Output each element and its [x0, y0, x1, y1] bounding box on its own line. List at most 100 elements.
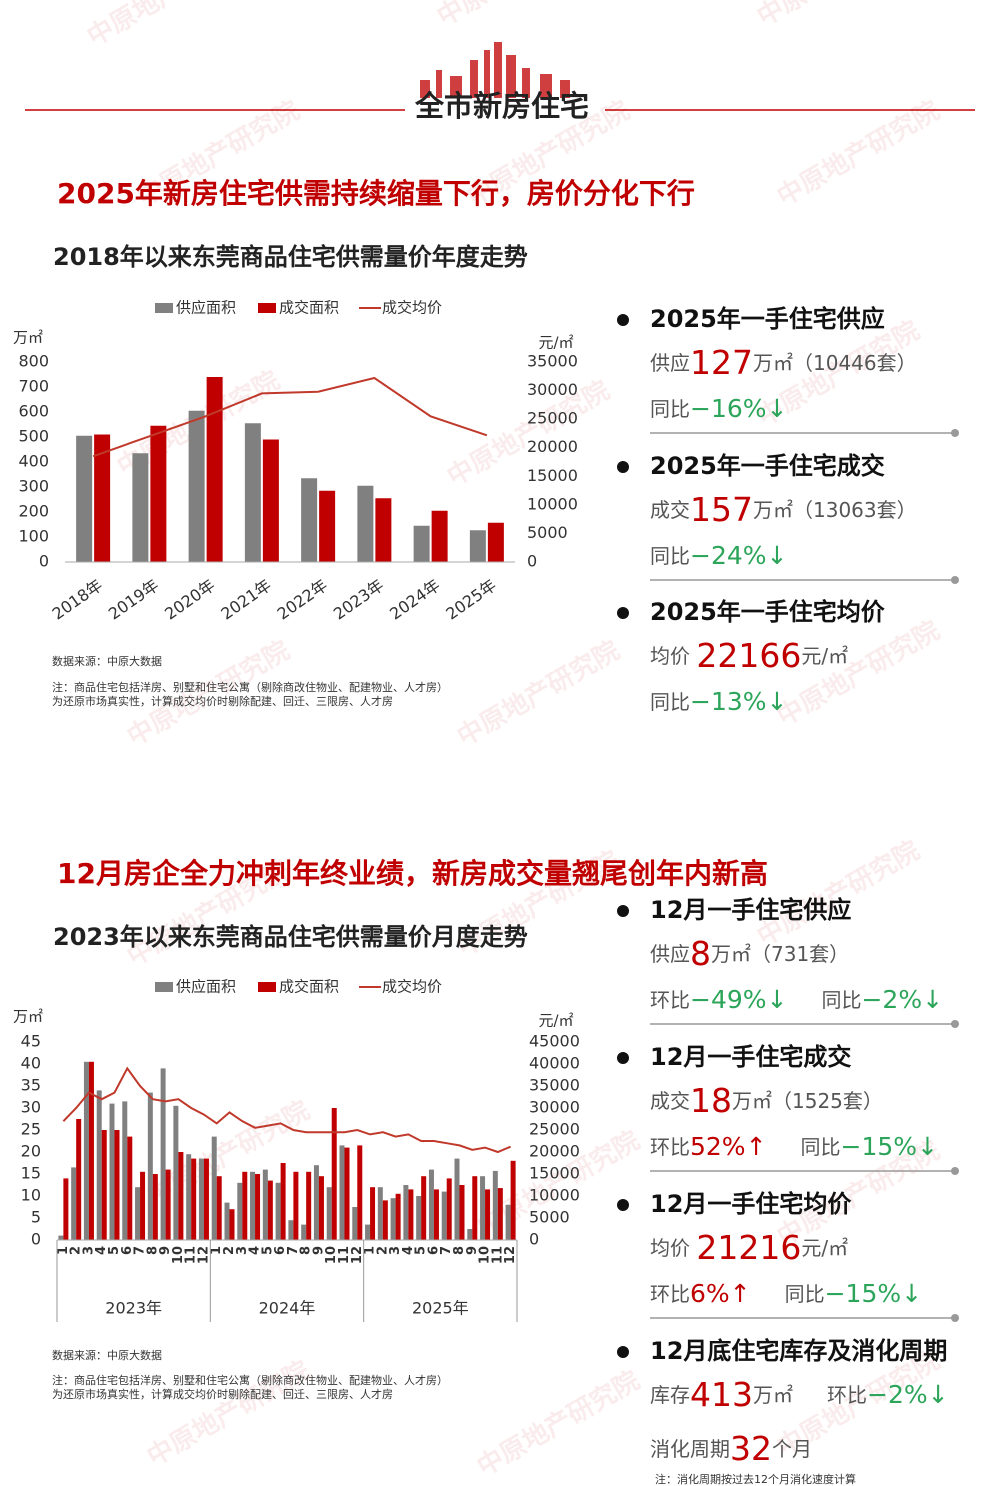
- y-tick-label: 800: [18, 352, 49, 371]
- stat-segment: 18: [690, 1081, 732, 1120]
- stat-title: 12月一手住宅成交: [650, 1043, 851, 1071]
- y2-tick-label: 10000: [527, 494, 578, 513]
- y-tick-label: 25: [21, 1120, 41, 1139]
- stat-line: 环比6%↑ 同比−15%↓: [650, 1279, 922, 1308]
- stat-segment: 同比: [801, 1135, 841, 1159]
- stat-segment: 均价: [650, 644, 696, 668]
- y2-tick-label: 45000: [529, 1032, 580, 1051]
- x-tick-label: 12: [503, 1246, 518, 1264]
- stat-segment: 消化周期: [650, 1437, 730, 1461]
- stat-segment: 同比: [785, 1282, 825, 1306]
- bar: [319, 490, 336, 562]
- y2-tick-label: 5000: [529, 1208, 570, 1227]
- x-tick-label: 7: [439, 1246, 454, 1255]
- stat-segment: 32: [730, 1429, 772, 1468]
- bar: [132, 453, 149, 562]
- bar: [431, 510, 448, 562]
- bar: [244, 423, 261, 562]
- bar: [326, 1187, 332, 1240]
- bar: [441, 1191, 447, 1240]
- stat-segment: 万㎡（731套）: [711, 942, 849, 966]
- bullet: [617, 905, 629, 917]
- x-tick-label: 2: [69, 1246, 84, 1255]
- stat-segment: 环比: [650, 1282, 690, 1306]
- x-tick-label: 1: [363, 1246, 378, 1255]
- x-tick-label: 7: [286, 1246, 301, 1255]
- stat-segment: 21216: [696, 1228, 801, 1267]
- bar: [224, 1202, 230, 1240]
- stat-line: 成交157万㎡（13063套）: [650, 490, 917, 529]
- bar: [433, 1189, 439, 1240]
- stat-title: 2025年一手住宅成交: [650, 452, 885, 480]
- bar: [71, 1167, 77, 1240]
- bar: [472, 1176, 478, 1240]
- y2-tick-label: 0: [527, 552, 537, 571]
- stat-segment: −24%↓: [690, 541, 787, 570]
- bar: [114, 1130, 120, 1240]
- bar: [242, 1171, 248, 1240]
- bar: [262, 439, 279, 562]
- bar: [370, 1187, 376, 1240]
- stat-segment: 6%↑: [690, 1279, 751, 1308]
- stat-segment: 万㎡（10446套）: [753, 351, 917, 375]
- stat-segment: 成交: [650, 1089, 690, 1113]
- group-label: 2025年: [412, 1299, 469, 1318]
- bar: [147, 1092, 153, 1240]
- x-tick-label: 10: [478, 1246, 493, 1264]
- stat-title: 2025年一手住宅均价: [650, 598, 886, 626]
- chart-note: 注：商品住宅包括洋房、别墅和住宅公寓（剔除商改住物业、配建物业、人才房）: [52, 680, 448, 694]
- stat-segment: −49%↓: [690, 985, 787, 1014]
- legend-swatch: [258, 303, 276, 313]
- bar: [76, 435, 93, 562]
- bar: [485, 1189, 491, 1240]
- group-label: 2024年: [259, 1299, 316, 1318]
- legend-label: 成交面积: [279, 299, 339, 317]
- bar: [492, 1170, 498, 1240]
- stat-line: 库存413万㎡ 环比−2%↓: [650, 1375, 949, 1414]
- bar: [275, 1182, 281, 1240]
- x-tick-label: 2: [222, 1246, 237, 1255]
- bar: [173, 1105, 179, 1240]
- y-tick-label: 45: [21, 1032, 41, 1051]
- bar: [339, 1145, 345, 1240]
- x-tick-label: 5: [414, 1246, 429, 1255]
- bar: [250, 1171, 256, 1240]
- x-tick-label: 9: [158, 1246, 173, 1255]
- bar: [109, 1103, 115, 1240]
- stat-line: 同比−16%↓: [650, 394, 787, 423]
- x-tick-label: 3: [81, 1246, 96, 1255]
- watermark: 中原地产研究院: [472, 1365, 645, 1483]
- stat-title: 12月底住宅库存及消化周期: [650, 1337, 947, 1365]
- bar: [152, 1174, 158, 1240]
- x-tick-label: 10: [324, 1246, 339, 1264]
- stat-line: 环比−49%↓ 同比−2%↓: [650, 985, 943, 1014]
- bar: [165, 1169, 171, 1240]
- bar: [454, 1158, 460, 1240]
- bar: [188, 410, 205, 562]
- y-tick-label: 500: [18, 427, 49, 446]
- watermark: 中原地产研究院: [142, 1355, 315, 1473]
- bar: [83, 1061, 89, 1240]
- bullet: [617, 461, 629, 473]
- stat-line: 环比52%↑ 同比−15%↓: [650, 1132, 938, 1161]
- x-tick-label: 1: [209, 1246, 224, 1255]
- bar: [331, 1108, 337, 1240]
- stat-segment: 同比: [650, 690, 690, 714]
- bar: [416, 1196, 422, 1240]
- stat-rule-dot: [951, 1167, 959, 1175]
- bar: [505, 1204, 511, 1240]
- x-tick-label: 8: [299, 1246, 314, 1255]
- stat-rule-dot: [951, 576, 959, 584]
- bar: [301, 1224, 307, 1240]
- x-tick-label: 2023年: [330, 575, 387, 623]
- stat-segment: 8: [690, 934, 711, 973]
- bullet: [617, 607, 629, 619]
- y2-tick-label: 25000: [529, 1120, 580, 1139]
- watermark: 中原地产研究院: [772, 95, 945, 213]
- x-tick-label: 6: [120, 1246, 135, 1255]
- y2-tick-label: 35000: [527, 352, 578, 371]
- stat-segment: 52%↑: [690, 1132, 767, 1161]
- stat-line: 均价 22166元/㎡: [650, 636, 848, 675]
- stat-segment: −2%↓: [861, 985, 943, 1014]
- y2-tick-label: 15000: [529, 1164, 580, 1183]
